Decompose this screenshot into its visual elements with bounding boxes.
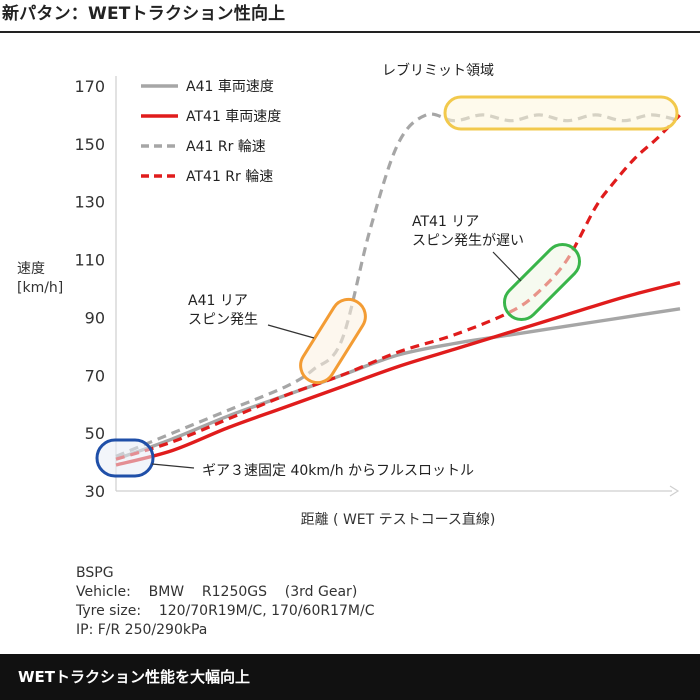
y-tick-label: 110 [74, 251, 105, 270]
y-tick-label: 30 [85, 482, 105, 501]
note-line: BSPG [76, 565, 114, 581]
y-tick-label: 50 [85, 424, 105, 443]
series-line-0 [115, 307, 681, 461]
at41-spin-highlight [502, 242, 582, 322]
y-tick-label: 130 [74, 193, 105, 212]
callout-leader [151, 463, 195, 469]
y-tick-label: 70 [85, 366, 105, 385]
legend-label: AT41 Rr 輪速 [186, 168, 273, 185]
y-tick-label: 150 [74, 135, 105, 154]
chart-legend: A41 車両速度 AT41 車両速度 A41 Rr 輪速 AT41 Rr 輪速 [141, 78, 281, 185]
note-line: Vehicle: BMW R1250GS (3rd Gear) [76, 584, 358, 600]
start-point-highlight [95, 438, 155, 478]
rev-limit-highlight [443, 95, 679, 131]
test-conditions: BSPG Vehicle: BMW R1250GS (3rd Gear) Tyr… [76, 564, 374, 640]
at41-spin-label: スピン発生が遅い [412, 233, 524, 249]
legend-label: AT41 車両速度 [186, 108, 281, 125]
y-axis-label: 速度 [17, 261, 45, 277]
chart-series [115, 112, 682, 467]
legend-label: A41 車両速度 [186, 78, 274, 95]
footer-text: WETトラクション性能を大幅向上 [18, 668, 251, 686]
rev-limit-label: レブリミット領域 [382, 62, 494, 79]
y-axis-label: [km/h] [17, 280, 63, 296]
footer-banner: WETトラクション性能を大幅向上 [0, 654, 700, 700]
callout-leader [267, 324, 315, 339]
callout-leader [492, 251, 522, 282]
chart: 30 50 70 90 110 130 150 170 速度 [km/h] 距離 ( WET テスト… [17, 62, 682, 528]
series-line-1 [115, 281, 681, 467]
header-divider [0, 31, 700, 33]
x-axis-arrow-icon [669, 485, 680, 497]
chart-axes: 30 50 70 90 110 130 150 170 速度 [km/h] 距離 ( WET テスト… [17, 76, 680, 528]
note-line: IP: F/R 250/290kPa [76, 622, 208, 638]
page-title: 新パタン：WETトラクション性向上 [2, 4, 286, 24]
at41-spin-label: AT41 リア [412, 214, 479, 230]
y-tick-label: 90 [85, 308, 105, 327]
a41-spin-highlight [299, 297, 367, 385]
series-line-3 [115, 113, 682, 461]
a41-spin-label: A41 リア [188, 293, 248, 309]
a41-spin-label: スピン発生 [188, 312, 258, 328]
series-line-2 [115, 112, 681, 458]
chart-highlights [95, 95, 679, 478]
start-condition-label: ギア３速固定 40km/h からフルスロットル [202, 463, 474, 479]
y-tick-label: 170 [74, 77, 105, 96]
note-line: Tyre size: 120/70R19M/C, 170/60R17M/C [76, 603, 375, 619]
x-axis-label: 距離 ( WET テストコース直線) [301, 511, 496, 528]
legend-label: A41 Rr 輪速 [186, 138, 266, 155]
